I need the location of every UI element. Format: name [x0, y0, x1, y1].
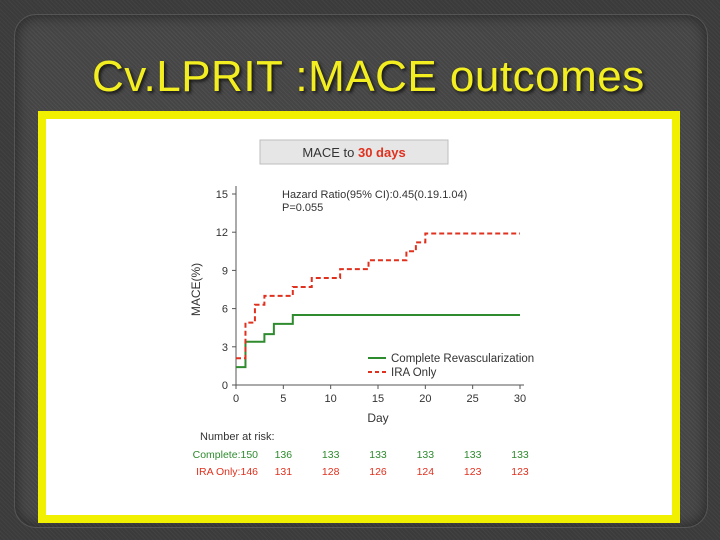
risk-value: 133: [464, 449, 482, 461]
y-tick-label: 6: [222, 304, 228, 316]
x-tick-label: 10: [325, 393, 337, 405]
x-axis-label: Day: [367, 411, 388, 425]
y-tick-label: 9: [222, 265, 228, 277]
y-tick-label: 3: [222, 342, 228, 354]
risk-table-title: Number at risk:: [200, 431, 275, 443]
risk-value: 126: [369, 466, 387, 478]
x-tick-label: 15: [372, 393, 384, 405]
figure-area: MACE to 30 days 0 3 6 9 12 15 0 5 10 15 20 25 30 Day M…: [46, 119, 672, 515]
km-chart: MACE to 30 days 0 3 6 9 12 15 0 5 10 15 20 25 30 Day M…: [189, 139, 534, 478]
risk-value: 124: [417, 466, 435, 478]
legend-label: Complete Revascularization: [391, 353, 534, 365]
x-tick-label: 5: [280, 393, 286, 405]
series-line-1: [236, 313, 520, 369]
legend-label: IRA Only: [391, 367, 437, 379]
risk-value: 131: [275, 466, 293, 478]
risk-value: 133: [511, 449, 529, 461]
x-tick-label: 0: [233, 393, 239, 405]
annotation-line: P=0.055: [282, 202, 323, 214]
risk-value: 133: [417, 449, 435, 461]
chart-legend: Complete Revascularization IRA Only: [368, 353, 534, 379]
x-tick-label: 20: [419, 393, 431, 405]
x-tick-label: 25: [467, 393, 479, 405]
risk-value: 136: [275, 449, 293, 461]
risk-row-label: Complete:150: [193, 449, 259, 461]
y-tick-label: 12: [216, 227, 228, 239]
risk-row-label: IRA Only:146: [196, 466, 258, 478]
risk-value: 123: [464, 466, 482, 478]
y-axis-label: MACE(%): [189, 263, 203, 316]
risk-value: 123: [511, 466, 529, 478]
risk-value: 133: [369, 449, 387, 461]
y-tick-label: 0: [222, 380, 228, 392]
chart-series: [236, 232, 520, 369]
y-tick-label: 15: [216, 189, 228, 201]
chart-header: MACE to 30 days: [259, 139, 449, 165]
risk-value: 133: [322, 449, 340, 461]
slide-title: Cv.LPRIT :MACE outcomes: [92, 52, 645, 101]
figure-frame: MACE to 30 days 0 3 6 9 12 15 0 5 10 15 20 25 30 Day M…: [38, 111, 680, 523]
risk-value: 128: [322, 466, 340, 478]
chart-header-text: MACE to 30 days: [302, 145, 405, 160]
risk-table: Number at risk: Complete:150 136 133 133 133 1…: [193, 431, 529, 478]
chart-annotation: Hazard Ratio(95% CI):0.45(0.19.1.04)P=0.…: [282, 189, 467, 214]
series-line-2: [236, 232, 520, 360]
chart-axes: 0 3 6 9 12 15 0 5 10 15 20 25 30 Day MACE(%): [189, 186, 526, 425]
x-tick-label: 30: [514, 393, 526, 405]
chart-header-box: [259, 139, 449, 165]
annotation-line: Hazard Ratio(95% CI):0.45(0.19.1.04): [282, 189, 467, 201]
